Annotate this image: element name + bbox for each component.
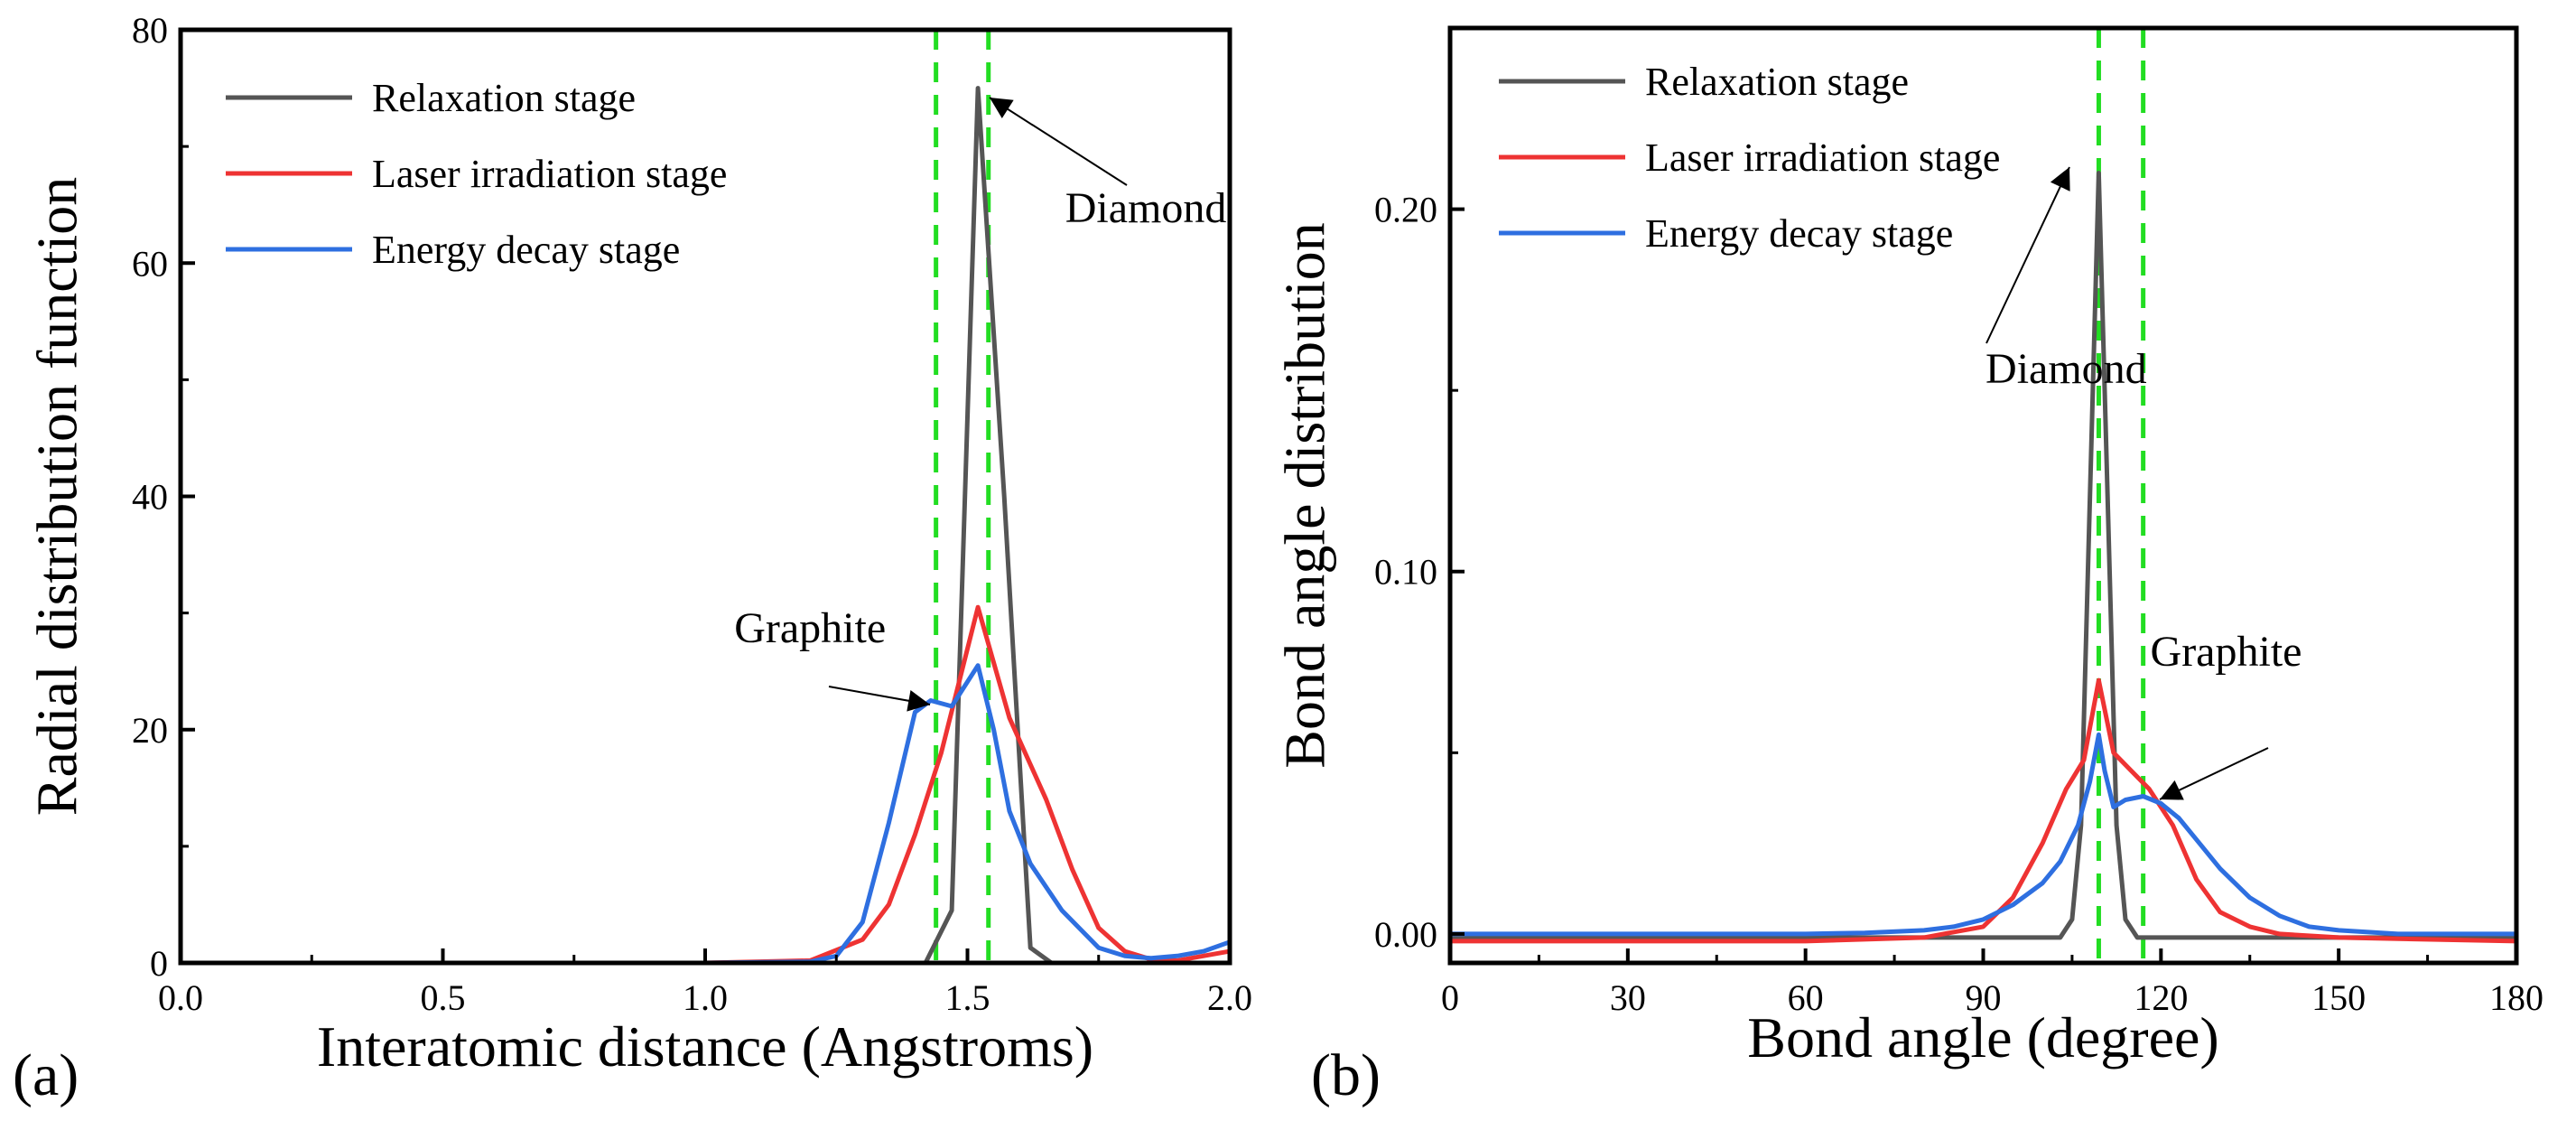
- annotation-arrow: [989, 97, 1128, 186]
- legend-label: Laser irradiation stage: [372, 152, 727, 196]
- legend: Relaxation stage Laser irradiation stage E…: [1499, 60, 2000, 256]
- x-tick-label: 180: [2489, 977, 2543, 1018]
- legend: Relaxation stage Laser irradiation stage E…: [226, 76, 727, 272]
- panel-label: (b): [1311, 1042, 1381, 1108]
- panel-b: 0 30 60 90 120 150 180 0.00 0.10 0.20 Bond angle (…: [1273, 25, 2543, 1108]
- x-axis-title: Interatomic distance (Angstroms): [317, 1014, 1093, 1079]
- y-tick-label: 20: [132, 710, 168, 751]
- legend-label: Laser irradiation stage: [1645, 135, 2000, 180]
- annotation-graphite: Graphite: [2151, 628, 2302, 676]
- y-axis-title: Bond angle distribution: [1273, 222, 1337, 768]
- y-tick-label: 0: [150, 943, 168, 984]
- x-tick-label: 120: [2134, 977, 2188, 1018]
- panel-label: (a): [13, 1042, 79, 1108]
- y-axis-title: Radial distribution function: [25, 177, 89, 816]
- x-tick-label: 90: [1966, 977, 2002, 1018]
- legend-label: Relaxation stage: [372, 76, 636, 120]
- series-line-energy-decay-stage: [181, 663, 1231, 966]
- legend-label: Energy decay stage: [372, 228, 680, 272]
- y-tick-label: 60: [132, 243, 168, 284]
- series-line-relaxation-stage: [1450, 171, 2516, 940]
- x-tick-label: 1.0: [683, 977, 728, 1018]
- legend-label: Energy decay stage: [1645, 211, 1953, 256]
- x-tick-label: 60: [1788, 977, 1824, 1018]
- x-tick-label: 0: [1441, 977, 1459, 1018]
- x-tick-label: 2.0: [1207, 977, 1252, 1018]
- legend-label: Relaxation stage: [1645, 60, 1909, 104]
- x-tick-label: 150: [2311, 977, 2366, 1018]
- x-tick-label: 0.0: [158, 977, 203, 1018]
- series-line-laser-irradiation-stage: [1450, 677, 2517, 944]
- series-line-laser-irradiation-stage: [181, 604, 1231, 966]
- x-tick-label: 30: [1610, 977, 1646, 1018]
- annotation-arrow: [2159, 747, 2269, 800]
- annotation-graphite: Graphite: [734, 604, 886, 652]
- y-tick-label: 80: [132, 10, 168, 51]
- y-tick-label: 0.00: [1374, 914, 1437, 955]
- y-tick-label: 40: [132, 477, 168, 518]
- annotation-arrow: [1985, 166, 2070, 344]
- x-tick-label: 1.5: [945, 977, 990, 1018]
- annotation-arrow: [828, 686, 931, 712]
- x-axis-title: Bond angle (degree): [1747, 1005, 2218, 1070]
- annotation-diamond: Diamond: [1065, 184, 1227, 232]
- panel-a: 0.0 0.5 1.0 1.5 2.0 0 20 40 60 80 Interatomic dist…: [13, 10, 1252, 1108]
- x-tick-label: 0.5: [421, 977, 466, 1018]
- y-tick-label: 0.20: [1374, 190, 1437, 230]
- annotation-diamond: Diamond: [1985, 345, 2147, 393]
- series-line-energy-decay-stage: [1450, 732, 2516, 937]
- y-tick-label: 0.10: [1374, 552, 1437, 593]
